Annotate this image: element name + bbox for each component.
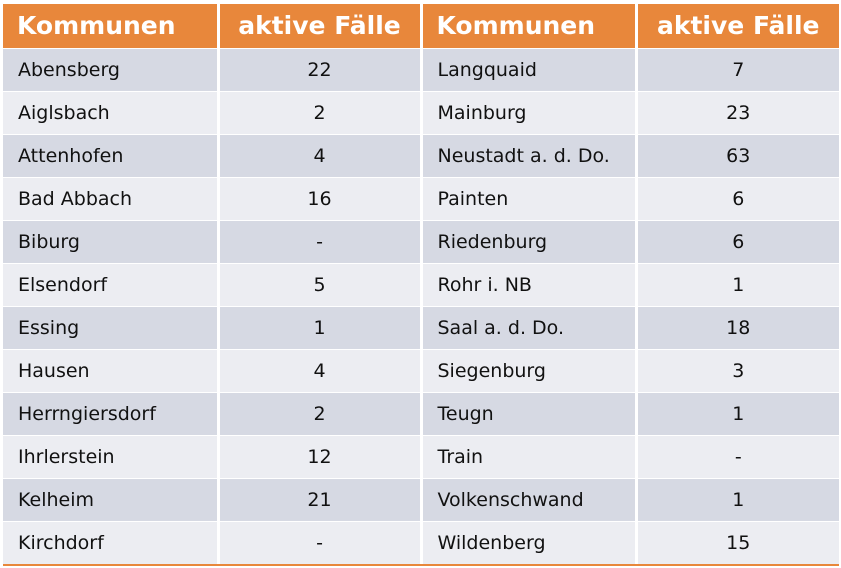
left-municipality: Bad Abbach — [3, 176, 220, 220]
table-row: Abensberg 22 Langquaid 7 — [3, 47, 839, 91]
right-active-cases: 63 — [636, 133, 839, 177]
right-active-cases: 1 — [636, 262, 839, 306]
left-municipality: Ihrlerstein — [3, 434, 220, 478]
left-active-cases: 1 — [218, 305, 423, 349]
table-row: Biburg - Riedenburg 6 — [3, 219, 839, 263]
cases-table-container: Kommunen aktive Fälle Kommunen aktive Fä… — [3, 4, 839, 566]
right-active-cases: 6 — [636, 176, 839, 220]
left-municipality: Biburg — [3, 219, 220, 263]
right-municipality: Neustadt a. d. Do. — [421, 133, 638, 177]
active-cases-table: Kommunen aktive Fälle Kommunen aktive Fä… — [3, 4, 839, 564]
right-municipality: Wildenberg — [421, 520, 638, 564]
left-municipality: Hausen — [3, 348, 220, 392]
left-municipality: Herrngiersdorf — [3, 391, 220, 435]
right-active-cases: 1 — [636, 477, 839, 521]
right-active-cases: 7 — [636, 47, 839, 91]
left-active-cases: - — [218, 520, 423, 564]
right-active-cases: - — [636, 434, 839, 478]
left-municipality: Attenhofen — [3, 133, 220, 177]
right-active-cases: 18 — [636, 305, 839, 349]
left-municipality: Aiglsbach — [3, 90, 220, 134]
right-municipality: Volkenschwand — [421, 477, 638, 521]
table-row: Kirchdorf - Wildenberg 15 — [3, 520, 839, 564]
right-municipality: Mainburg — [421, 90, 638, 134]
left-active-cases: 16 — [218, 176, 423, 220]
right-active-cases: 23 — [636, 90, 839, 134]
left-active-cases: - — [218, 219, 423, 263]
left-active-cases: 2 — [218, 391, 423, 435]
left-municipality: Kirchdorf — [3, 520, 220, 564]
table-row: Elsendorf 5 Rohr i. NB 1 — [3, 262, 839, 306]
right-municipality: Rohr i. NB — [421, 262, 638, 306]
right-active-cases: 6 — [636, 219, 839, 263]
right-municipality: Riedenburg — [421, 219, 638, 263]
right-municipality: Train — [421, 434, 638, 478]
left-active-cases: 4 — [218, 133, 423, 177]
table-row: Aiglsbach 2 Mainburg 23 — [3, 90, 839, 134]
table-row: Attenhofen 4 Neustadt a. d. Do. 63 — [3, 133, 839, 177]
table-row: Kelheim 21 Volkenschwand 1 — [3, 477, 839, 521]
right-active-cases: 1 — [636, 391, 839, 435]
left-active-cases: 22 — [218, 47, 423, 91]
right-municipality: Langquaid — [421, 47, 638, 91]
right-municipality: Teugn — [421, 391, 638, 435]
table-row: Ihrlerstein 12 Train - — [3, 434, 839, 478]
left-municipality: Abensberg — [3, 47, 220, 91]
right-municipality: Painten — [421, 176, 638, 220]
header-kommunen-right: Kommunen — [421, 4, 638, 48]
table-row: Essing 1 Saal a. d. Do. 18 — [3, 305, 839, 349]
left-active-cases: 4 — [218, 348, 423, 392]
table-row: Bad Abbach 16 Painten 6 — [3, 176, 839, 220]
right-active-cases: 15 — [636, 520, 839, 564]
left-municipality: Essing — [3, 305, 220, 349]
header-kommunen-left: Kommunen — [3, 4, 220, 48]
right-municipality: Saal a. d. Do. — [421, 305, 638, 349]
left-municipality: Elsendorf — [3, 262, 220, 306]
left-active-cases: 2 — [218, 90, 423, 134]
left-active-cases: 12 — [218, 434, 423, 478]
right-municipality: Siegenburg — [421, 348, 638, 392]
table-row: Hausen 4 Siegenburg 3 — [3, 348, 839, 392]
left-active-cases: 5 — [218, 262, 423, 306]
header-aktive-faelle-left: aktive Fälle — [218, 4, 423, 48]
header-aktive-faelle-right: aktive Fälle — [636, 4, 839, 48]
left-active-cases: 21 — [218, 477, 423, 521]
right-active-cases: 3 — [636, 348, 839, 392]
table-header-row: Kommunen aktive Fälle Kommunen aktive Fä… — [3, 4, 839, 48]
table-row: Herrngiersdorf 2 Teugn 1 — [3, 391, 839, 435]
left-municipality: Kelheim — [3, 477, 220, 521]
